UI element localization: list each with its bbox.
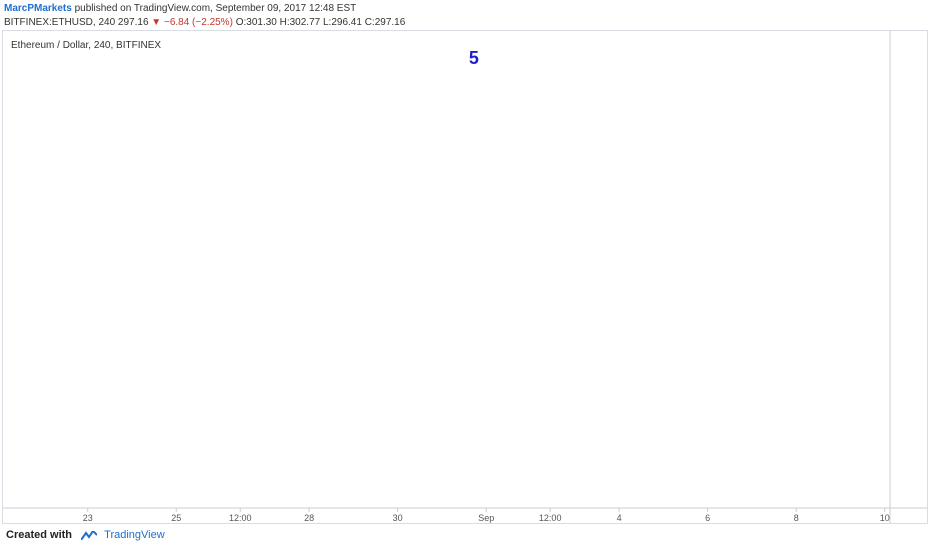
tradingview-brand[interactable]: TradingView [104,529,165,541]
x-tick-label: 12:00 [229,513,252,523]
tradingview-logo-icon [81,530,98,540]
footer: Created with TradingView [6,529,165,541]
price-change: ▼ −6.84 (−2.25%) [151,17,233,28]
x-tick-label: 23 [83,513,93,523]
author-name[interactable]: MarcPMarkets [4,3,72,14]
x-tick-label: 4 [617,513,622,523]
symbol-interval: BITFINEX:ETHUSD, 240 [4,17,116,28]
x-tick-label: 6 [705,513,710,523]
chart-frame [2,30,928,524]
published-text: published on TradingView.com, September … [74,3,357,14]
last-price: 297.16 [117,17,149,28]
x-tick-label: 28 [304,513,314,523]
chart-title: Ethereum / Dollar, 240, BITFINEX [11,40,161,51]
x-tick-label: 10 [880,513,890,523]
ohlc-values: O:301.30 H:302.77 L:296.41 C:297.16 [235,17,406,28]
publish-line: MarcPMarkets published on TradingView.co… [4,2,405,16]
x-tick-label: 25 [171,513,181,523]
created-with-text: Created with [6,529,73,541]
x-tick-label: Sep [478,513,494,523]
symbol-line: BITFINEX:ETHUSD, 240 297.16 ▼ −6.84 (−2.… [4,16,405,30]
chart-header: MarcPMarkets published on TradingView.co… [4,2,405,30]
x-tick-label: 8 [794,513,799,523]
wave-label-5: 5 [469,48,479,68]
x-tick-label: 12:00 [539,513,562,523]
x-tick-label: 30 [393,513,403,523]
